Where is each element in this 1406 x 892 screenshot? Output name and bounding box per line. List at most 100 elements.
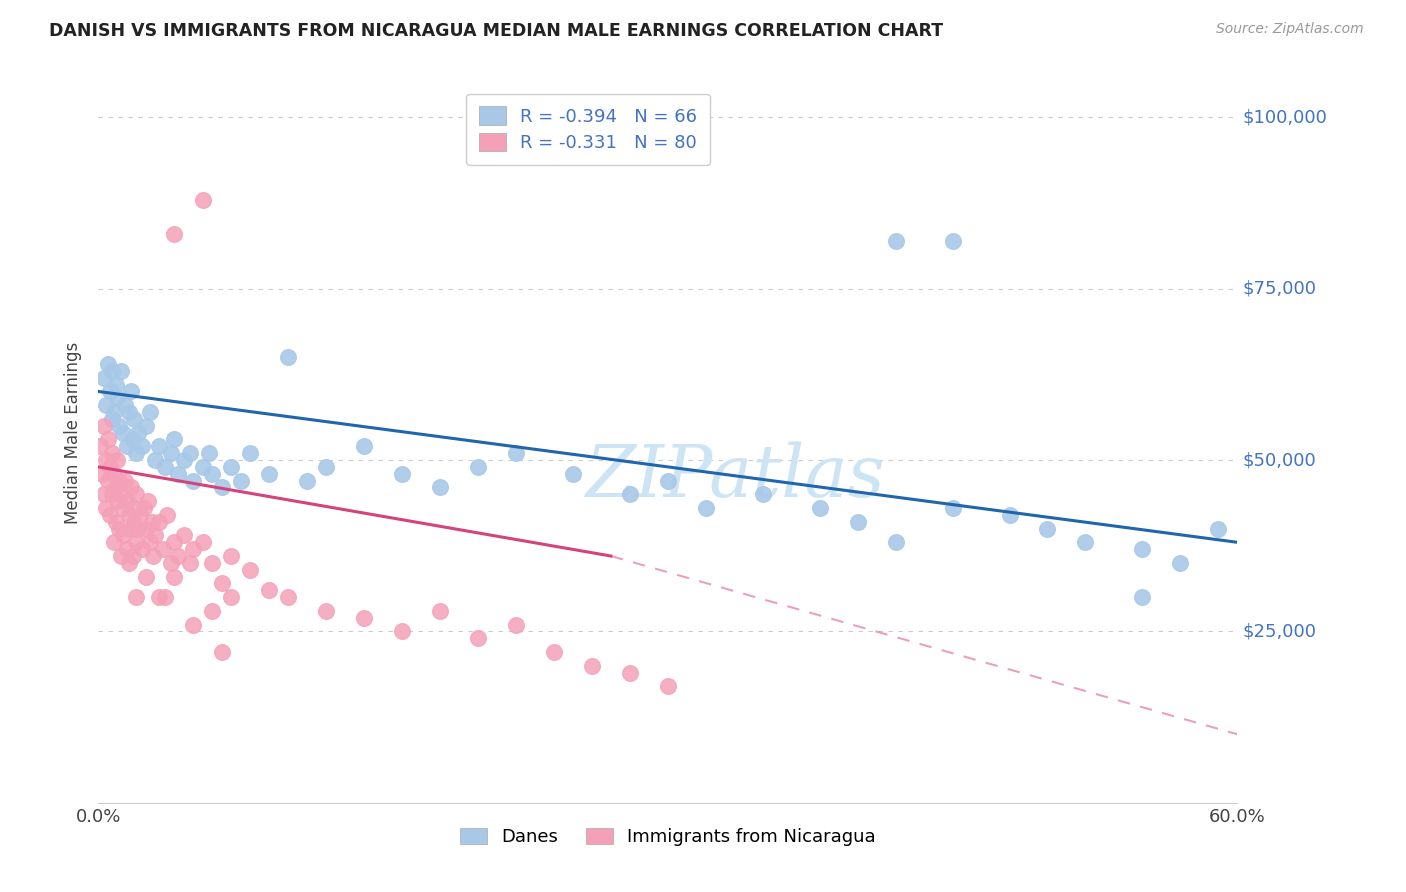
Point: [114, 474, 136, 488]
Point: [98, 384, 121, 399]
Point: [173, 453, 195, 467]
Point: [94, 501, 117, 516]
Point: [163, 227, 186, 241]
Point: [118, 556, 141, 570]
Point: [108, 418, 131, 433]
Point: [229, 474, 252, 488]
Point: [104, 377, 127, 392]
Point: [221, 549, 243, 563]
Point: [145, 528, 167, 542]
Point: [93, 371, 115, 385]
Point: [108, 522, 131, 536]
Point: [93, 487, 115, 501]
Point: [163, 433, 186, 447]
Point: [201, 556, 224, 570]
Text: DANISH VS IMMIGRANTS FROM NICARAGUA MEDIAN MALE EARNINGS CORRELATION CHART: DANISH VS IMMIGRANTS FROM NICARAGUA MEDI…: [49, 22, 943, 40]
Point: [89, 439, 111, 453]
Point: [115, 542, 138, 557]
Point: [183, 474, 205, 488]
Point: [120, 522, 142, 536]
Point: [221, 459, 243, 474]
Point: [125, 535, 148, 549]
Point: [93, 418, 115, 433]
Point: [505, 446, 527, 460]
Text: $100,000: $100,000: [1243, 108, 1327, 127]
Point: [239, 563, 262, 577]
Point: [179, 446, 201, 460]
Point: [191, 193, 214, 207]
Point: [110, 487, 132, 501]
Point: [201, 604, 224, 618]
Point: [297, 474, 319, 488]
Point: [167, 467, 190, 481]
Point: [211, 480, 233, 494]
Point: [179, 556, 201, 570]
Point: [153, 590, 176, 604]
Point: [103, 535, 125, 549]
Point: [998, 508, 1021, 522]
Point: [1036, 522, 1059, 536]
Point: [942, 501, 965, 516]
Point: [167, 549, 190, 563]
Point: [112, 501, 135, 516]
Point: [197, 446, 219, 460]
Point: [107, 494, 129, 508]
Point: [505, 617, 527, 632]
Point: [657, 474, 679, 488]
Point: [1132, 542, 1154, 557]
Point: [1208, 522, 1230, 536]
Point: [353, 610, 375, 624]
Point: [942, 234, 965, 248]
Point: [221, 590, 243, 604]
Point: [131, 439, 153, 453]
Point: [183, 542, 205, 557]
Text: $75,000: $75,000: [1243, 280, 1317, 298]
Point: [115, 494, 138, 508]
Point: [138, 405, 160, 419]
Point: [211, 576, 233, 591]
Point: [107, 392, 129, 406]
Point: [156, 508, 179, 522]
Point: [315, 604, 337, 618]
Point: [391, 467, 413, 481]
Point: [100, 487, 122, 501]
Point: [131, 542, 153, 557]
Point: [107, 453, 129, 467]
Point: [103, 405, 125, 419]
Point: [543, 645, 565, 659]
Point: [1170, 556, 1192, 570]
Point: [429, 604, 451, 618]
Point: [695, 501, 717, 516]
Point: [124, 515, 146, 529]
Point: [315, 459, 337, 474]
Point: [884, 234, 907, 248]
Point: [124, 412, 146, 426]
Point: [277, 350, 299, 364]
Point: [752, 487, 775, 501]
Point: [159, 446, 181, 460]
Point: [391, 624, 413, 639]
Point: [100, 412, 122, 426]
Point: [163, 535, 186, 549]
Point: [846, 515, 869, 529]
Point: [97, 357, 120, 371]
Point: [138, 535, 160, 549]
Point: [884, 535, 907, 549]
Point: [153, 459, 176, 474]
Point: [91, 467, 114, 481]
Point: [201, 467, 224, 481]
Point: [104, 480, 127, 494]
Point: [112, 425, 135, 440]
Point: [467, 459, 489, 474]
Point: [619, 665, 641, 680]
Text: Source: ZipAtlas.com: Source: ZipAtlas.com: [1216, 22, 1364, 37]
Point: [259, 583, 281, 598]
Point: [108, 474, 131, 488]
Legend: Danes, Immigrants from Nicaragua: Danes, Immigrants from Nicaragua: [453, 821, 883, 853]
Point: [132, 501, 155, 516]
Point: [110, 364, 132, 378]
Point: [353, 439, 375, 453]
Point: [173, 528, 195, 542]
Point: [145, 453, 167, 467]
Text: $25,000: $25,000: [1243, 623, 1317, 640]
